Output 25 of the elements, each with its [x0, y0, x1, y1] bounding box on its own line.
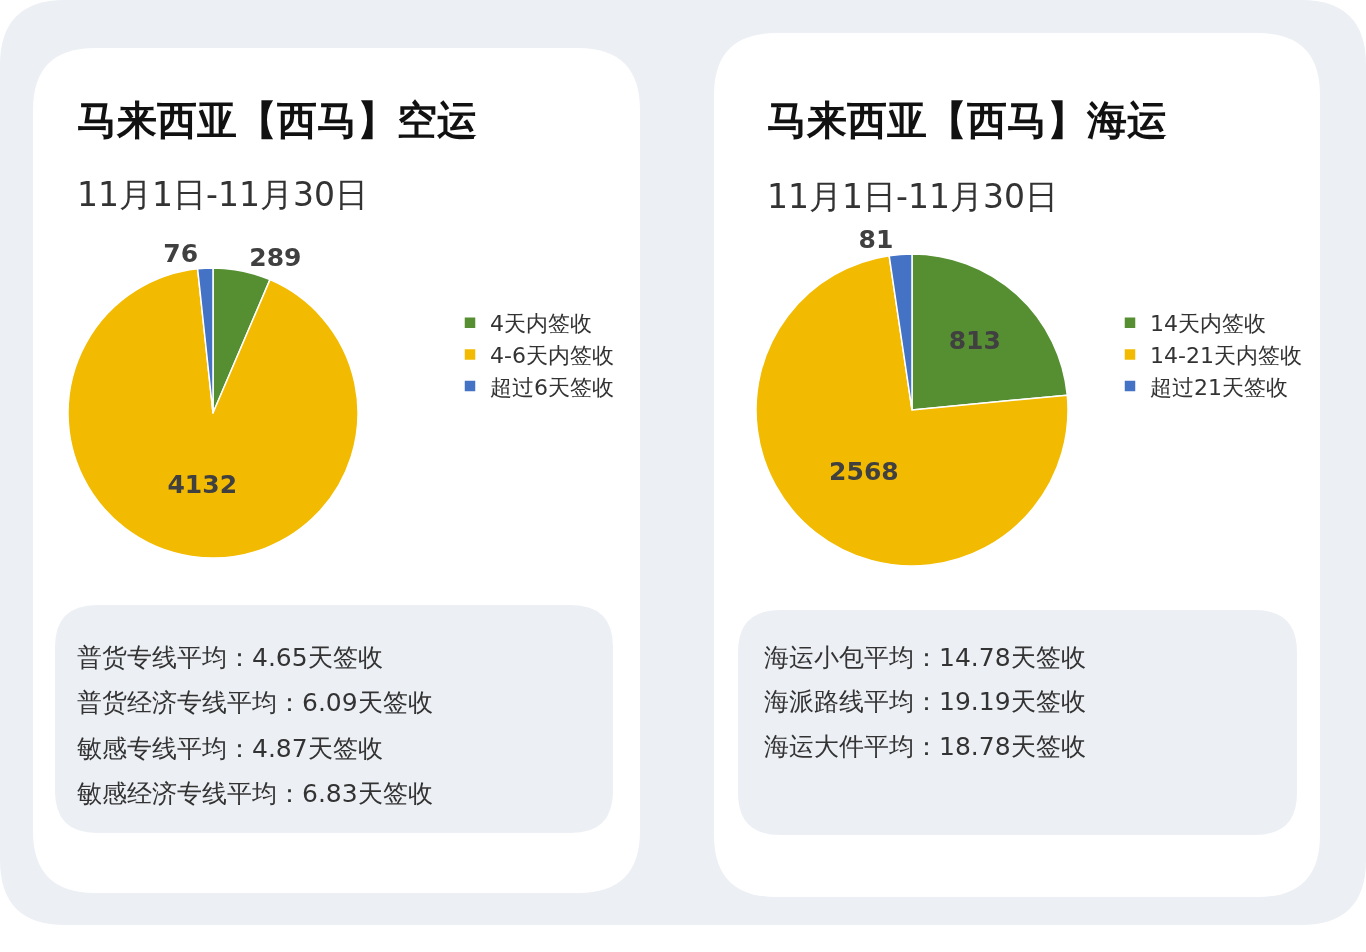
text: 海派路线平均：19.19天签收 — [764, 687, 1086, 716]
data-label: 2568 — [829, 456, 899, 486]
text: 海运小包平均：14.78天签收 — [764, 643, 1086, 672]
legend-label: 超过6天签收 — [490, 374, 614, 400]
pie-slice — [67, 268, 359, 559]
text: 敏感专线平均：4.87天签收 — [77, 734, 383, 763]
legend-label: 4天内签收 — [490, 311, 592, 337]
data-label: 4132 — [167, 470, 238, 500]
text: 敏感经济专线平均：6.83天签收 — [77, 779, 433, 808]
legend-label: 4-6天内签收 — [490, 342, 614, 368]
text: 海运大件平均：18.78天签收 — [764, 732, 1086, 761]
chart-subtitle: 11月1日-11月30日 — [77, 175, 368, 214]
legend-label: 14天内签收 — [1150, 311, 1266, 337]
data-label: 81 — [858, 225, 894, 255]
legend-label: 超过21天签收 — [1150, 374, 1288, 400]
text: 普货经济专线平均：6.09天签收 — [77, 688, 433, 717]
data-label: 813 — [948, 326, 1001, 356]
legend-label: 14-21天内签收 — [1150, 342, 1302, 368]
chart-title: 马来西亚【西马】海运 — [767, 97, 1167, 143]
text: 普货专线平均：4.65天签收 — [77, 643, 383, 672]
data-label: 76 — [163, 239, 199, 269]
pie-slice — [755, 254, 1069, 567]
data-label: 289 — [249, 242, 302, 272]
chart-title: 马来西亚【西马】空运 — [77, 97, 477, 143]
chart-subtitle: 11月1日-11月30日 — [767, 177, 1058, 216]
